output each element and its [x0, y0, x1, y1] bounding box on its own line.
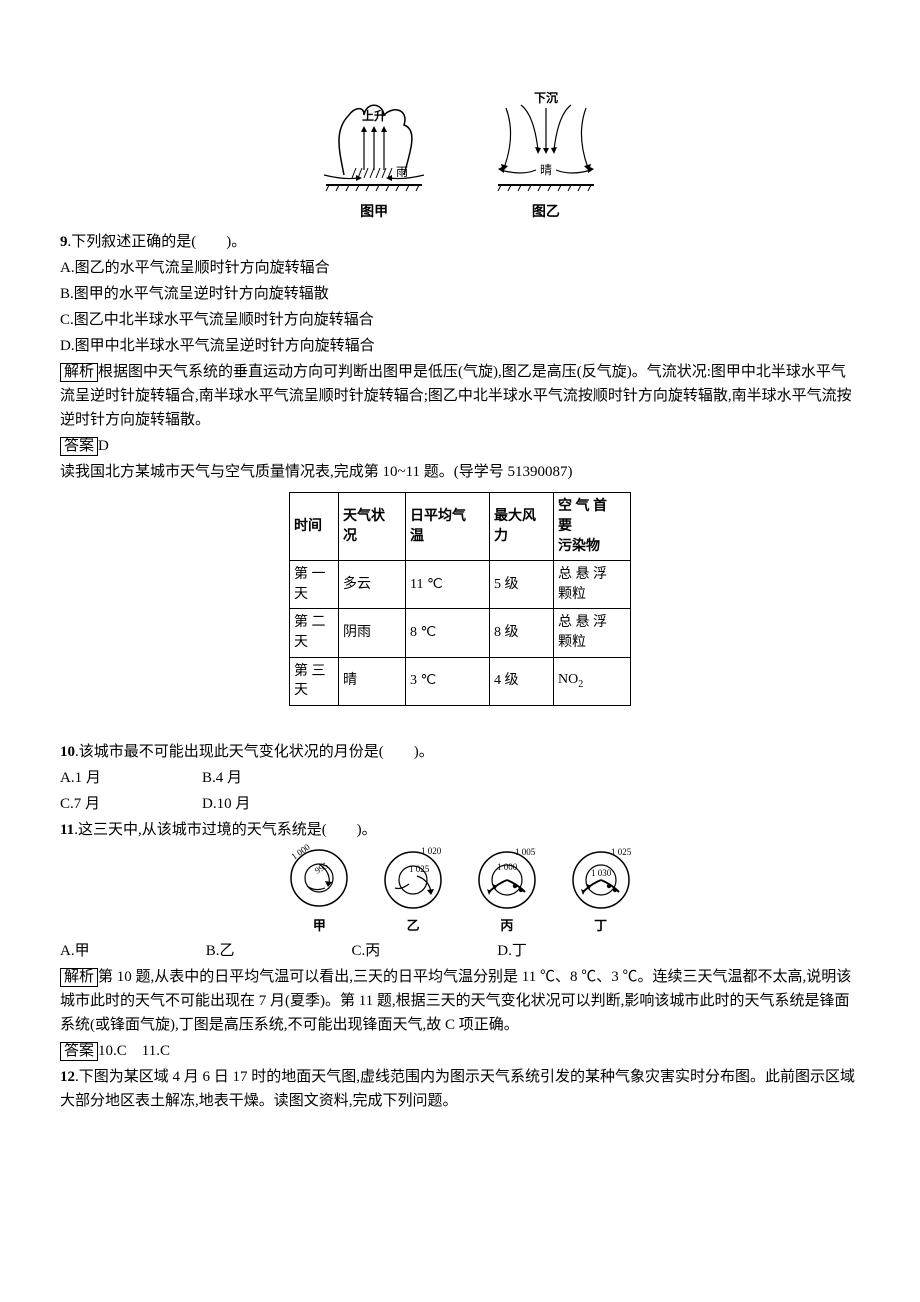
diagram-yi: 下沉 晴 图乙	[486, 90, 606, 224]
table-header-row: 时间 天气状况 日平均气温 最大风力 空 气 首要污染物	[290, 493, 631, 561]
q10-options-ab: A.1 月B.4 月	[60, 766, 860, 790]
caption-yi: 图乙	[486, 202, 606, 224]
th-time: 时间	[290, 493, 339, 561]
table-row: 第 一天 多云 11 ℃ 5 级 总 悬 浮颗粒	[290, 561, 631, 609]
q9-opt-c: C.图乙中北半球水平气流呈顺时针方向旋转辐合	[60, 308, 860, 332]
th-cond: 天气状况	[339, 493, 406, 561]
q11-stem: 11.这三天中,从该城市过境的天气系统是( )。	[60, 818, 860, 842]
th-wind: 最大风力	[490, 493, 554, 561]
svg-text:1 020: 1 020	[421, 846, 442, 856]
svg-text:雨: 雨	[396, 165, 408, 179]
table-row: 第 二天 阴雨 8 ℃ 8 级 总 悬 浮颗粒	[290, 609, 631, 657]
weather-systems-row: 1 000 995 甲 1 020 1 025 乙 1 005 1 000	[60, 844, 860, 937]
weather-table: 时间 天气状况 日平均气温 最大风力 空 气 首要污染物 第 一天 多云 11 …	[289, 492, 631, 705]
q11-options: A.甲 B.乙 C.丙 D.丁	[60, 939, 860, 963]
q10-stem: 10.该城市最不可能出现此天气变化状况的月份是( )。	[60, 740, 860, 764]
svg-text:1 000: 1 000	[497, 862, 518, 872]
svg-text:1 000: 1 000	[290, 844, 313, 862]
q10-11-analysis: 解析第 10 题,从表中的日平均气温可以看出,三天的日平均气温分别是 11 ℃、…	[60, 965, 860, 1037]
svg-text:1 025: 1 025	[409, 864, 430, 874]
table-intro: 读我国北方某城市天气与空气质量情况表,完成第 10~11 题。(导学号 5139…	[60, 460, 860, 484]
diagram-jia-svg: 上升 雨	[314, 90, 434, 200]
q12-stem: 12.下图为某区域 4 月 6 日 17 时的地面天气图,虚线范围内为图示天气系…	[60, 1065, 860, 1113]
svg-text:1 030: 1 030	[591, 868, 612, 878]
svg-text:1 025: 1 025	[611, 847, 632, 857]
system-jia: 1 000 995 甲	[274, 844, 364, 937]
system-yi: 1 020 1 025 乙	[368, 844, 458, 937]
th-temp: 日平均气温	[406, 493, 490, 561]
vertical-motion-diagrams: 上升 雨 图甲 下沉	[60, 90, 860, 224]
table-row: 第 三天 晴 3 ℃ 4 级 NO2	[290, 657, 631, 705]
svg-text:上升: 上升	[362, 108, 386, 123]
q9-opt-b: B.图甲的水平气流呈逆时针方向旋转辐散	[60, 282, 860, 306]
diagram-jia: 上升 雨 图甲	[314, 90, 434, 224]
svg-text:下沉: 下沉	[534, 90, 558, 105]
q9-opt-d: D.图甲中北半球水平气流呈逆时针方向旋转辐合	[60, 334, 860, 358]
q9-opt-a: A.图乙的水平气流呈顺时针方向旋转辐合	[60, 256, 860, 280]
svg-text:晴: 晴	[540, 163, 552, 177]
system-ding: 1 025 1 030 丁	[556, 844, 646, 937]
q10-options-cd: C.7 月D.10 月	[60, 792, 860, 816]
q10-11-answer: 答案10.C 11.C	[60, 1039, 860, 1063]
diagram-yi-svg: 下沉 晴	[486, 90, 606, 200]
q9-answer: 答案D	[60, 434, 860, 458]
q9-analysis: 解析根据图中天气系统的垂直运动方向可判断出图甲是低压(气旋),图乙是高压(反气旋…	[60, 360, 860, 432]
svg-text:1 005: 1 005	[515, 847, 536, 857]
caption-jia: 图甲	[314, 202, 434, 224]
q9-stem: 9.下列叙述正确的是( )。	[60, 230, 860, 254]
system-bing: 1 005 1 000 丙	[462, 844, 552, 937]
th-poll: 空 气 首要污染物	[554, 493, 631, 561]
